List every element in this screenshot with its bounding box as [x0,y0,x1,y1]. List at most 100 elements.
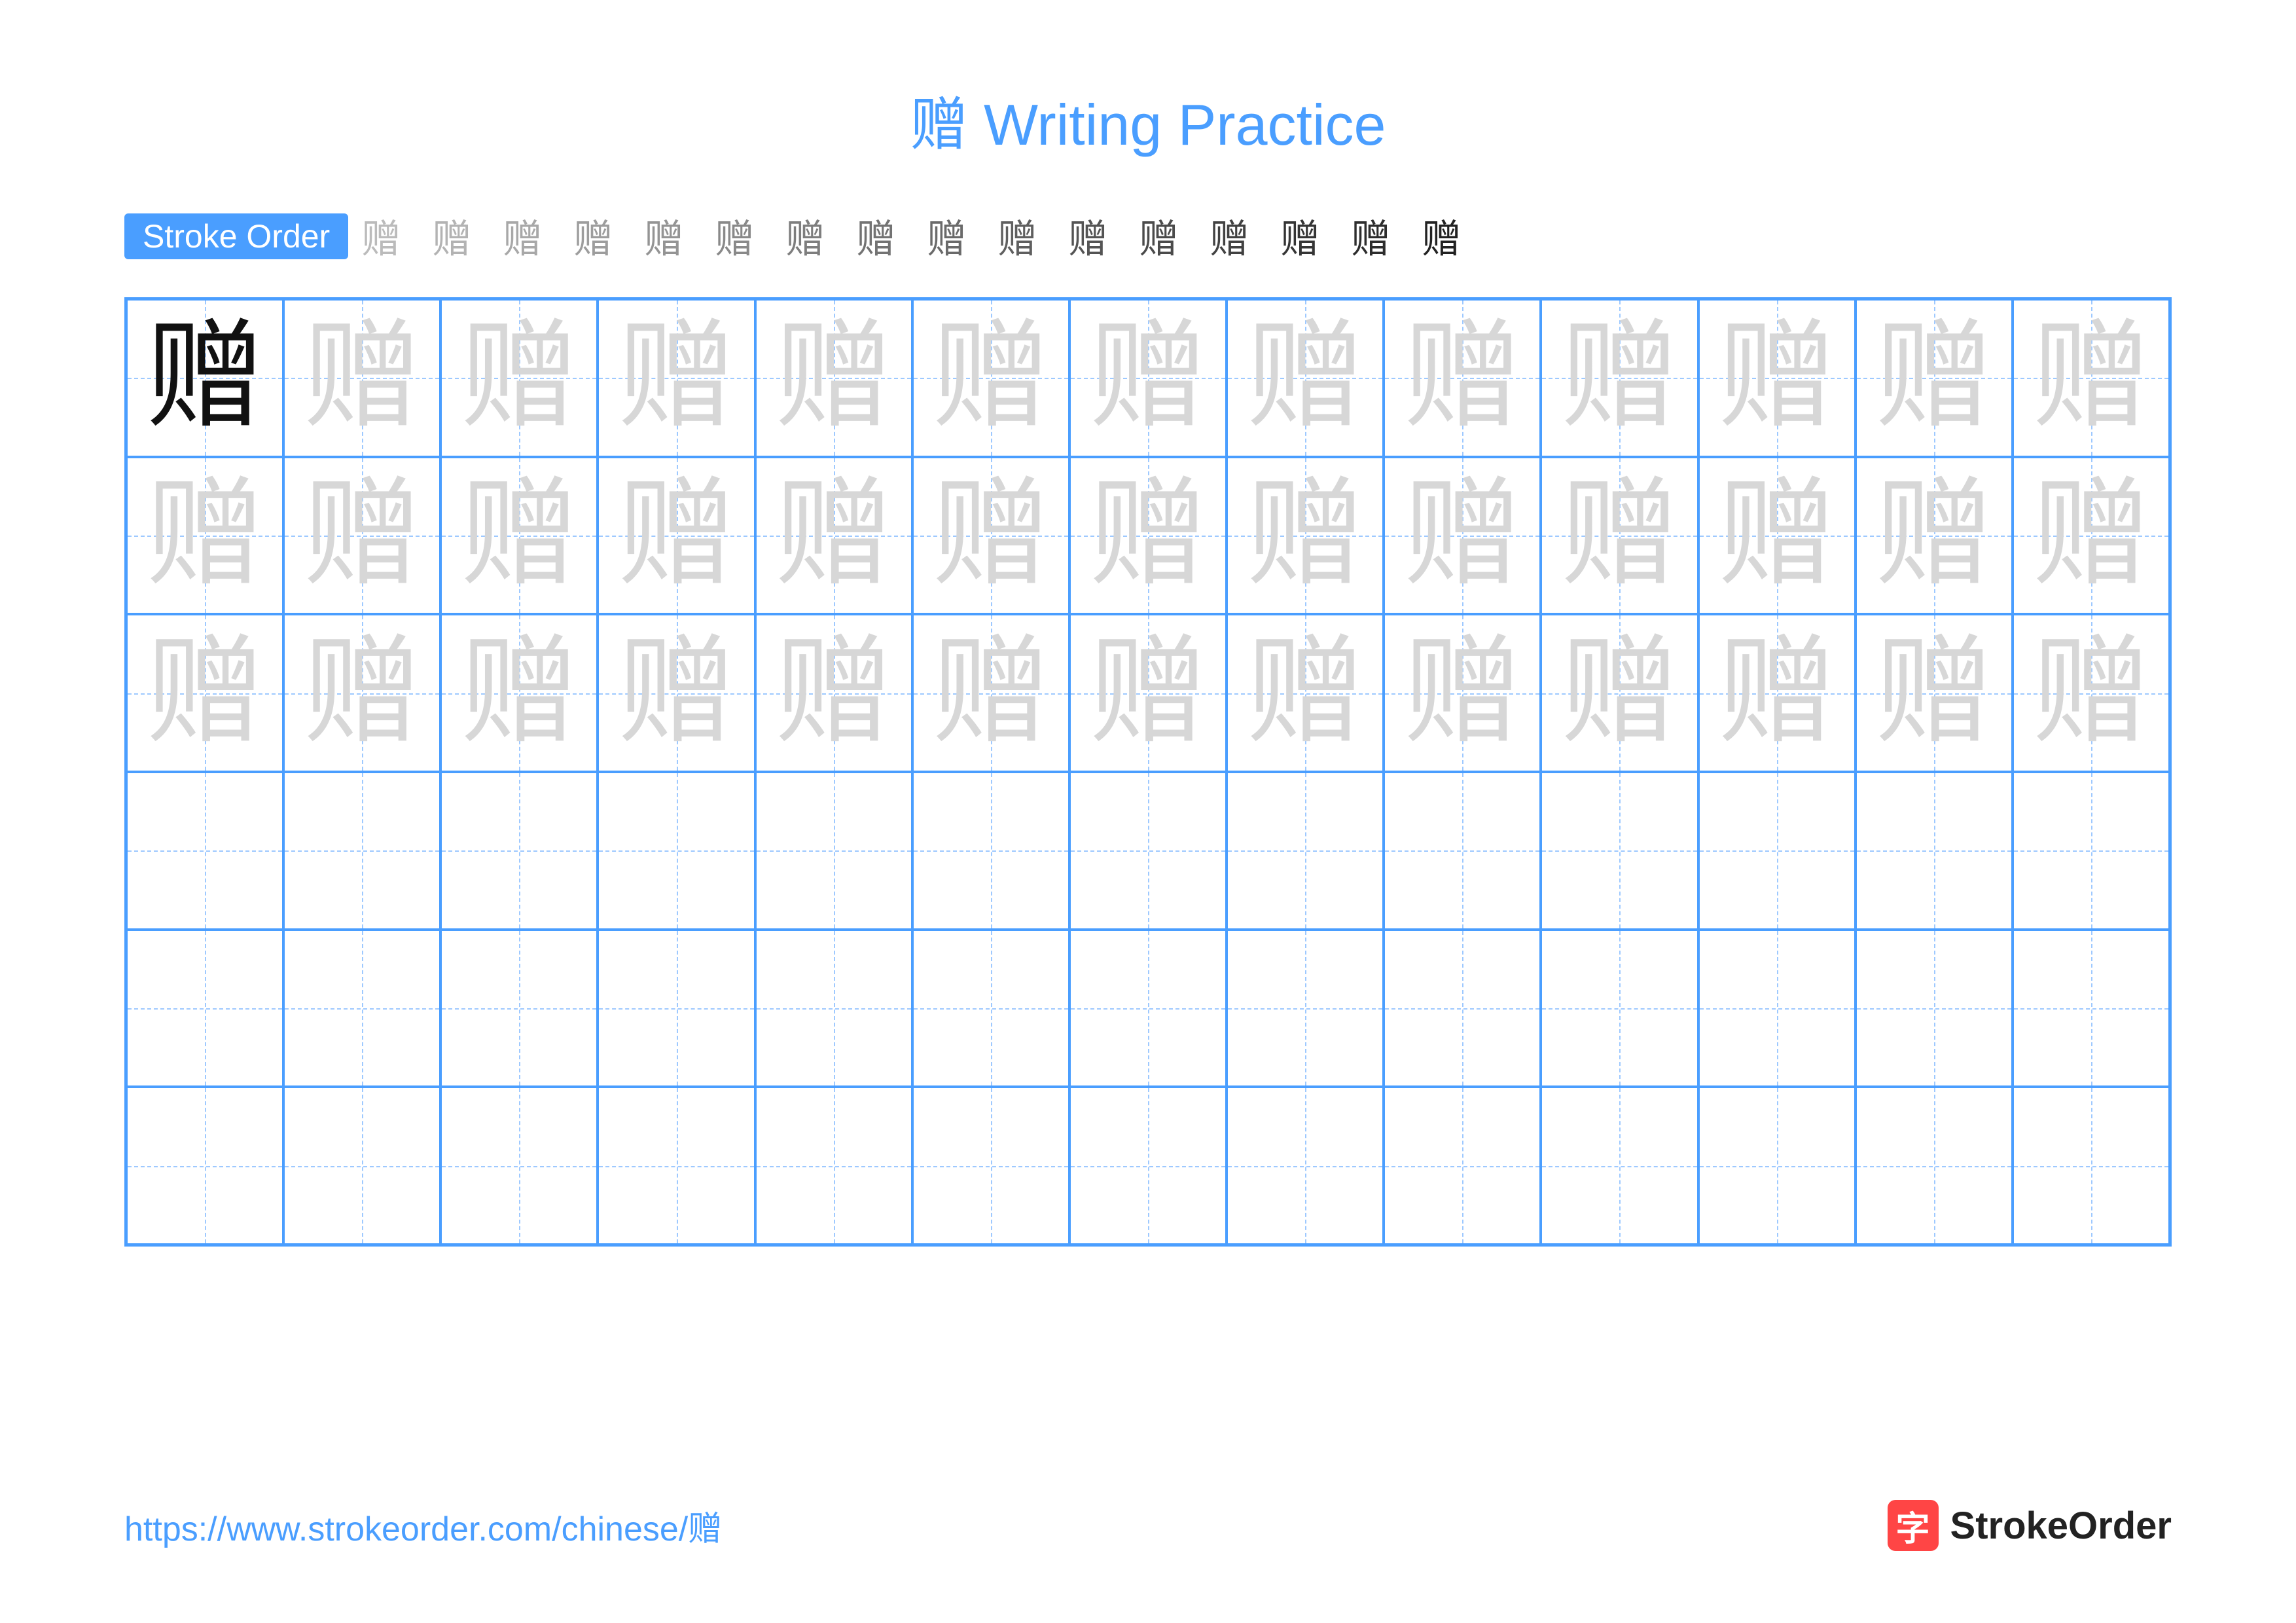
grid-cell [2013,1087,2170,1245]
stroke-step: 赠 [573,208,613,264]
grid-cell [440,930,598,1087]
trace-character: 赠 [1246,477,1364,594]
grid-cell: 赠 [283,457,440,615]
trace-character: 赠 [618,634,736,752]
stroke-step: 赠 [1139,208,1178,264]
stroke-order-steps: 赠赠赠赠赠赠赠赠赠赠赠赠赠赠赠赠 [361,208,1461,264]
footer: https://www.strokeorder.com/chinese/赠 字 … [124,1500,2172,1551]
trace-character: 赠 [932,319,1050,437]
trace-character: 赠 [1560,477,1678,594]
grid-cell: 赠 [1698,299,1856,457]
grid-cell: 赠 [440,299,598,457]
trace-character: 赠 [303,319,421,437]
grid-cell: 赠 [1698,457,1856,615]
page-title: 赠 Writing Practice [124,79,2172,162]
logo: 字 StrokeOrder [1888,1500,2172,1551]
stroke-step: 赠 [644,208,683,264]
grid-cell: 赠 [598,457,755,615]
grid-cell [1384,930,1541,1087]
grid-cell: 赠 [1856,299,2013,457]
grid-cell: 赠 [1541,457,1698,615]
grid-cell [440,772,598,930]
grid-cell: 赠 [1069,457,1227,615]
trace-character: 赠 [1403,319,1521,437]
grid-cell: 赠 [440,457,598,615]
stroke-order-badge: Stroke Order [124,213,348,259]
grid-cell: 赠 [1069,299,1227,457]
grid-cell [912,930,1069,1087]
stroke-order-row: Stroke Order 赠赠赠赠赠赠赠赠赠赠赠赠赠赠赠赠 [124,208,2172,264]
trace-character: 赠 [775,477,893,594]
grid-cell [126,772,283,930]
grid-cell [283,1087,440,1245]
grid-cell [1227,1087,1384,1245]
model-character: 赠 [146,319,264,437]
grid-cell: 赠 [1541,614,1698,772]
grid-cell: 赠 [2013,299,2170,457]
grid-cell: 赠 [126,299,283,457]
grid-cell: 赠 [283,614,440,772]
grid-cell: 赠 [1856,457,2013,615]
stroke-step: 赠 [856,208,895,264]
grid-cell: 赠 [1069,614,1227,772]
grid-cell [1856,930,2013,1087]
stroke-step: 赠 [997,208,1037,264]
grid-cell [440,1087,598,1245]
grid-cell: 赠 [912,457,1069,615]
trace-character: 赠 [303,477,421,594]
grid-cell: 赠 [912,299,1069,457]
grid-cell: 赠 [1384,299,1541,457]
trace-character: 赠 [1089,477,1207,594]
grid-cell [1069,772,1227,930]
grid-cell: 赠 [1698,614,1856,772]
trace-character: 赠 [460,634,578,752]
practice-grid: 赠赠赠赠赠赠赠赠赠赠赠赠赠赠赠赠赠赠赠赠赠赠赠赠赠赠赠赠赠赠赠赠赠赠赠赠赠赠赠 [124,297,2172,1247]
trace-character: 赠 [1875,634,1993,752]
grid-cell [1541,1087,1698,1245]
trace-character: 赠 [1403,634,1521,752]
grid-cell: 赠 [1227,614,1384,772]
grid-cell [1227,930,1384,1087]
trace-character: 赠 [460,319,578,437]
grid-cell: 赠 [598,299,755,457]
grid-cell: 赠 [126,614,283,772]
grid-cell: 赠 [1384,614,1541,772]
stroke-step: 赠 [361,208,401,264]
stroke-step: 赠 [715,208,754,264]
grid-cell [126,930,283,1087]
stroke-step: 赠 [432,208,471,264]
grid-cell: 赠 [1541,299,1698,457]
stroke-step: 赠 [1068,208,1107,264]
grid-cell [1069,1087,1227,1245]
grid-cell: 赠 [126,457,283,615]
trace-character: 赠 [303,634,421,752]
trace-character: 赠 [1089,319,1207,437]
trace-character: 赠 [1560,319,1678,437]
grid-cell [598,930,755,1087]
trace-character: 赠 [618,319,736,437]
trace-character: 赠 [2032,319,2150,437]
trace-character: 赠 [1246,634,1364,752]
grid-cell: 赠 [1856,614,2013,772]
trace-character: 赠 [2032,634,2150,752]
stroke-step: 赠 [1351,208,1390,264]
grid-cell [1384,1087,1541,1245]
trace-character: 赠 [1560,634,1678,752]
grid-cell [1698,772,1856,930]
trace-character: 赠 [1875,319,1993,437]
trace-character: 赠 [1718,634,1836,752]
stroke-step: 赠 [503,208,542,264]
source-url: https://www.strokeorder.com/chinese/赠 [124,1501,722,1550]
grid-cell [1227,772,1384,930]
stroke-step: 赠 [785,208,825,264]
trace-character: 赠 [932,477,1050,594]
grid-cell [1856,772,2013,930]
grid-cell [1856,1087,2013,1245]
grid-cell: 赠 [1227,299,1384,457]
trace-character: 赠 [146,477,264,594]
trace-character: 赠 [1089,634,1207,752]
grid-cell [1541,772,1698,930]
grid-cell [755,930,912,1087]
grid-cell [1541,930,1698,1087]
grid-cell [598,1087,755,1245]
